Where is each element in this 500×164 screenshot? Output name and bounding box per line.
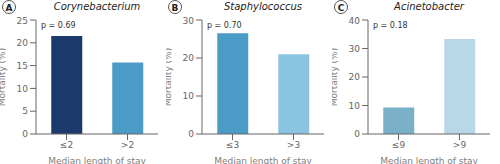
svg-text:10: 10 [17, 84, 29, 94]
svg-text:>3: >3 [287, 140, 300, 150]
html-text:Acinetobacter: Acinetobacter [394, 1, 464, 12]
html-text:p = 0.70: p = 0.70 [207, 21, 242, 30]
svg-text:20: 20 [349, 72, 361, 82]
svg-text:20: 20 [183, 53, 195, 63]
svg-text:≤3: ≤3 [226, 140, 239, 150]
html-text:C: C [337, 3, 345, 13]
svg-text:≤2: ≤2 [60, 140, 73, 150]
svg-text:>9: >9 [453, 140, 467, 150]
svg-text:20: 20 [17, 38, 29, 48]
svg-text:0: 0 [354, 129, 360, 139]
html-text:Staphylococcus: Staphylococcus [224, 1, 302, 12]
svg-text:Mortality (%): Mortality (%) [332, 48, 339, 106]
svg-text:25: 25 [17, 16, 28, 26]
svg-text:0: 0 [22, 129, 28, 139]
svg-text:15: 15 [17, 61, 28, 71]
html-text:p = 0.18: p = 0.18 [373, 21, 408, 30]
svg-text:≤9: ≤9 [392, 140, 406, 150]
html-text:p = 0.69: p = 0.69 [41, 21, 76, 30]
svg-text:30: 30 [349, 44, 361, 54]
html-text:B: B [171, 3, 179, 13]
svg-text:Mortality (%): Mortality (%) [166, 48, 173, 106]
svg-text:Mortality (%): Mortality (%) [0, 48, 7, 106]
svg-text:40: 40 [349, 16, 361, 26]
html-text:A: A [5, 3, 13, 13]
svg-text:Median length of stay: Median length of stay [214, 156, 312, 164]
svg-text:10: 10 [183, 91, 195, 101]
svg-text:Median length of stay: Median length of stay [380, 156, 478, 164]
html-text:Corynebacterium: Corynebacterium [53, 1, 141, 12]
svg-text:>2: >2 [121, 140, 134, 150]
svg-text:Median length of stay: Median length of stay [48, 156, 146, 164]
svg-text:10: 10 [349, 101, 361, 111]
svg-text:5: 5 [22, 106, 28, 116]
svg-text:30: 30 [183, 16, 195, 26]
svg-text:0: 0 [188, 129, 194, 139]
